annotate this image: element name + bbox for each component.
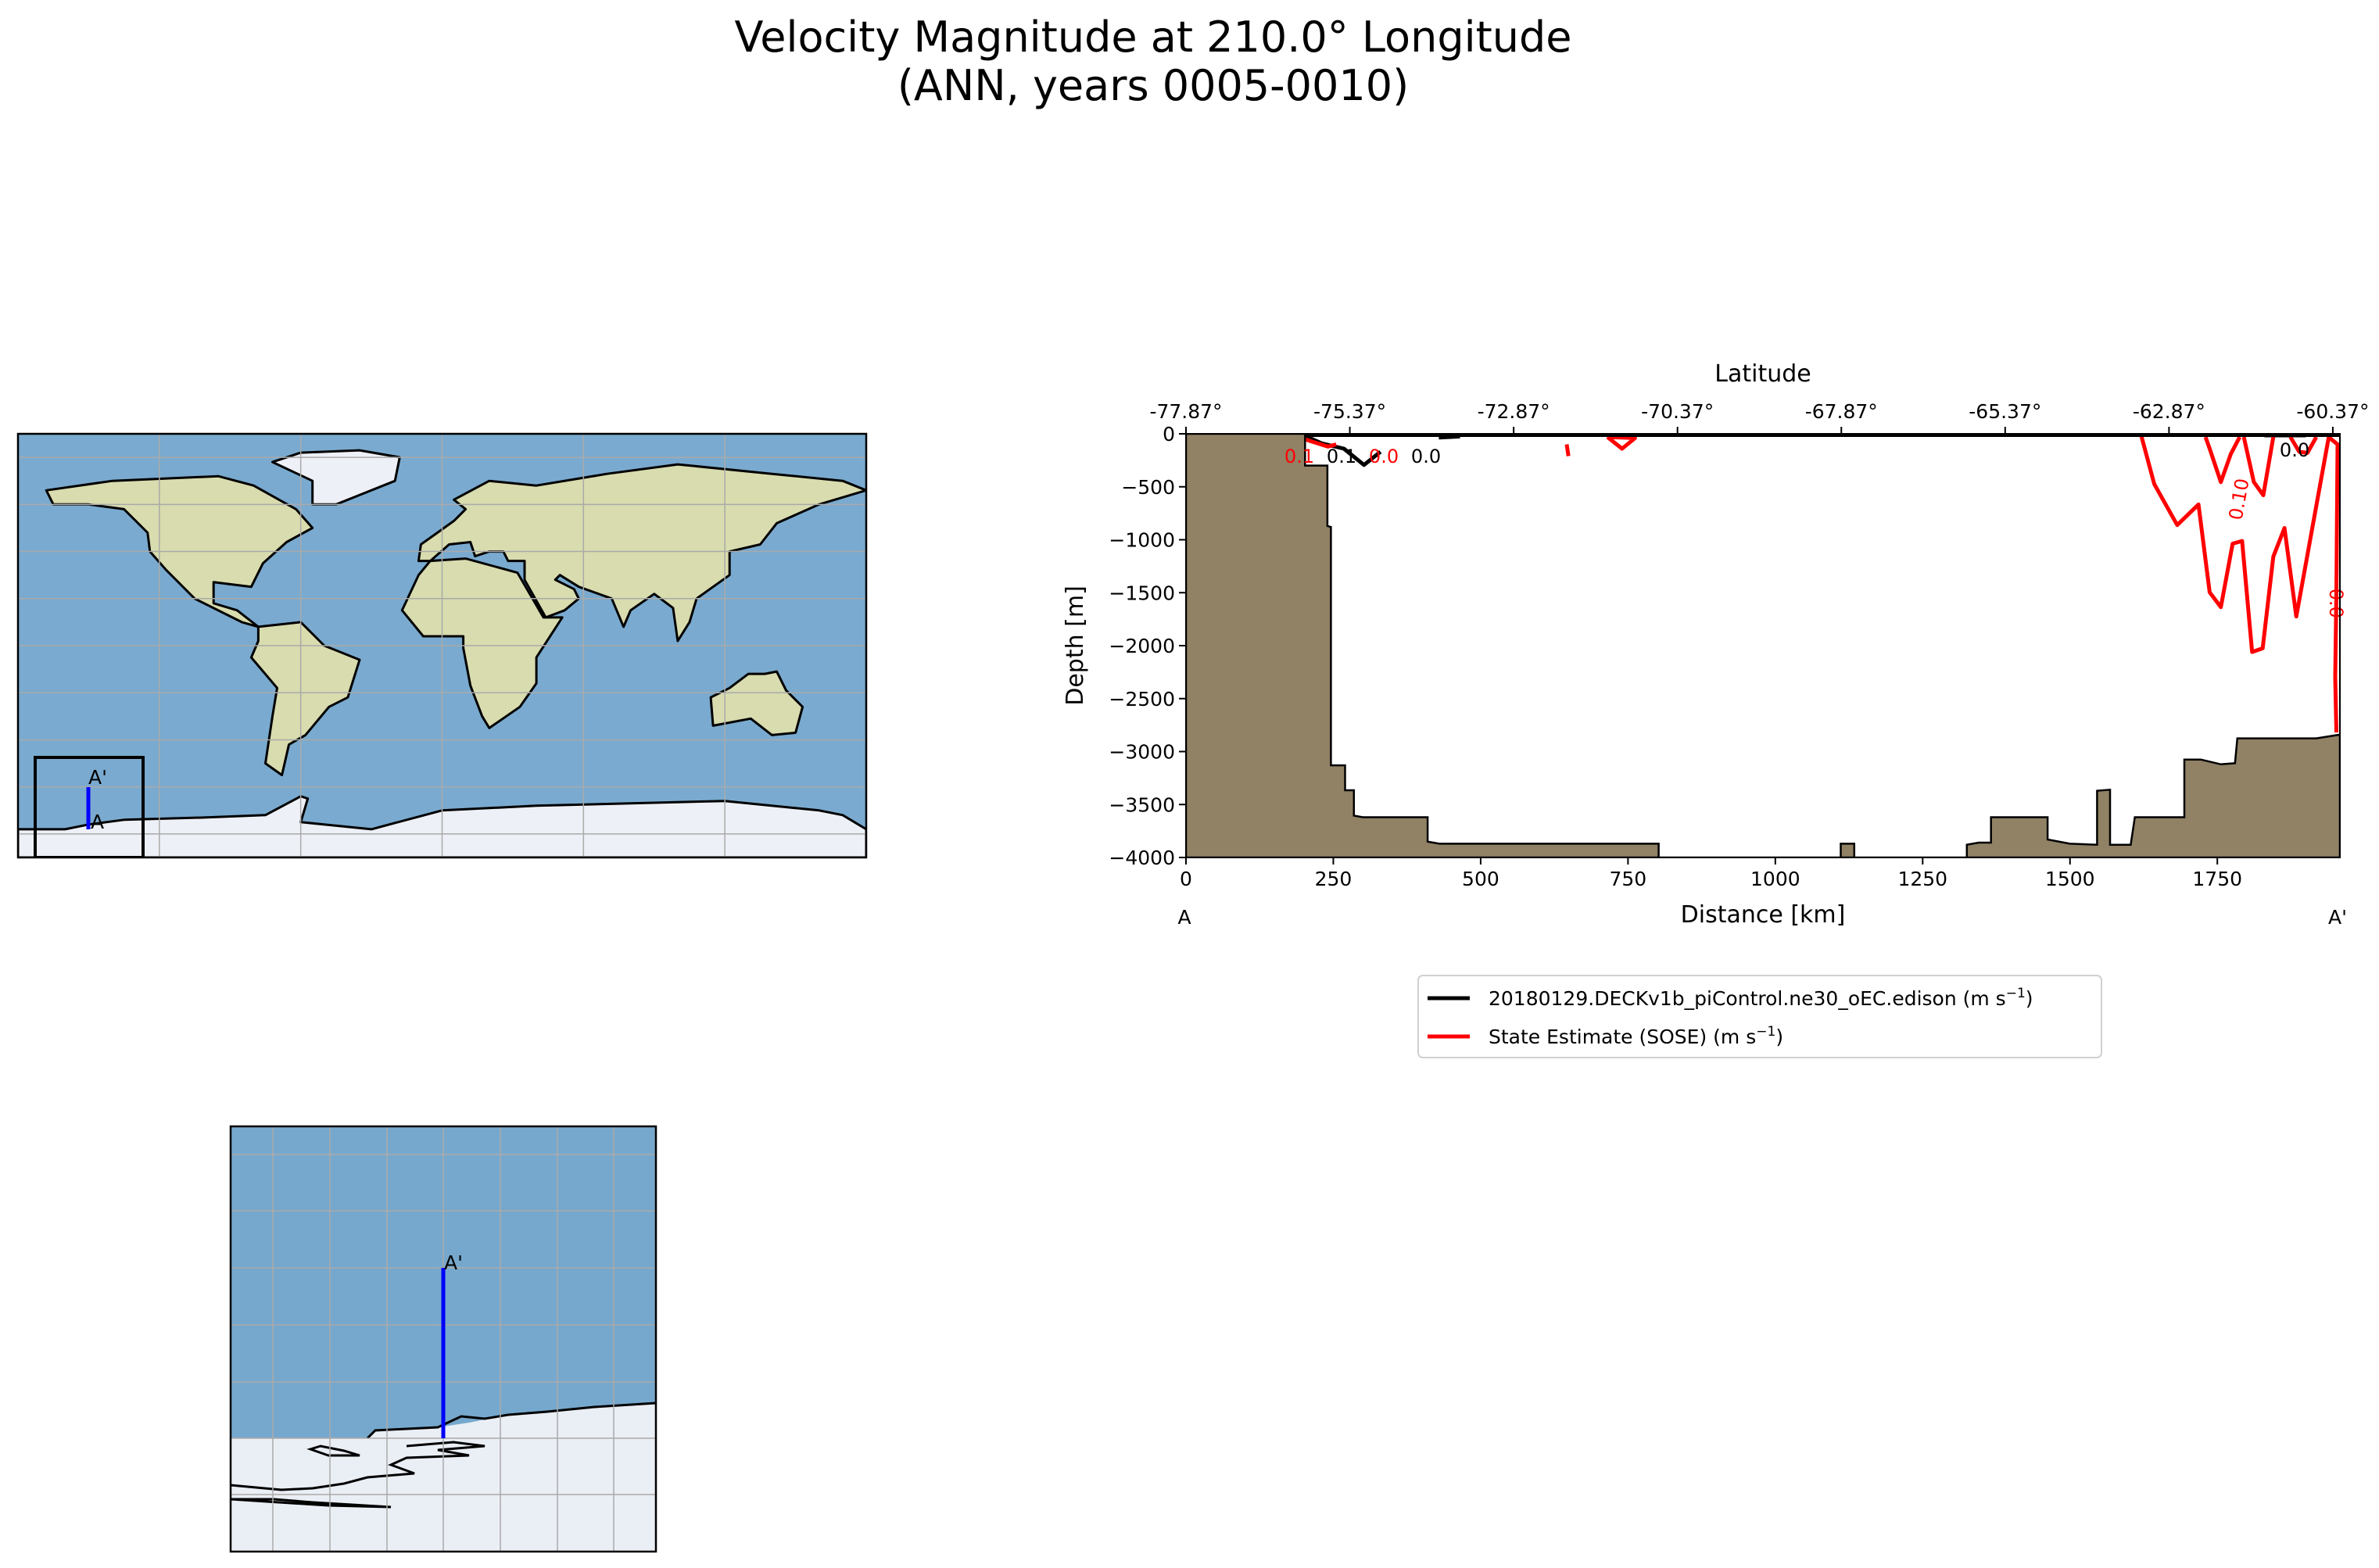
contour-label: 0.0 [2280,439,2309,461]
y-tick-label: −4000 [1109,847,1175,869]
inset-map: A' [229,1125,657,1553]
contour-label: 0.10 [2225,477,2254,521]
x-tick-label: 0 [1180,868,1192,890]
top-x-tick-label: -75.37° [1313,400,1386,423]
section-start-label: A [1177,906,1191,929]
section-end-label: A' [444,1251,463,1274]
contour-label: 0.1 [1327,446,1356,467]
inset-map-frame [229,1125,657,1553]
south-america-landmass [249,621,361,777]
x-tick-label: 1000 [1750,868,1800,890]
figure-title-line1: Velocity Magnitude at 210.0° Longitude [734,13,1571,62]
world-map-frame [16,432,868,859]
top-x-tick-label: -60.37° [2296,400,2369,423]
world-map: A' A [16,432,868,859]
top-x-tick-label: -62.87° [2133,400,2205,423]
y-tick-label: −1000 [1109,529,1175,552]
x-tick-label: 750 [1610,868,1647,890]
contour-label: 0.1 [1284,446,1314,467]
contour-layer [1295,434,2340,733]
contour-line [2203,435,2242,485]
y-tick-label: −1500 [1109,582,1175,604]
greenland-landmass [271,449,401,506]
legend-box [1417,975,2102,1058]
contour-line [1564,444,1571,456]
x-tick-label: 1750 [2192,868,2242,890]
australia-landmass [709,670,804,736]
coastline [231,1441,485,1491]
section-end-label: A' [2328,906,2347,929]
section-plot: 0.1 0.0 0.0 0.1 0.0 0.10 0.0 0 250 500 750 1000 125… [1062,360,2370,929]
top-x-tick-label: -65.37° [1969,400,2041,423]
x-tick-label: 1250 [1897,868,1947,890]
y-axis-label: Depth [m] [1062,585,1089,706]
top-x-tick-label: -77.87° [1149,400,1222,423]
contour-label: 0.0 [1369,446,1399,467]
legend: 20180129.DECKv1b_piControl.ne30_oEC.edis… [1417,975,2102,1058]
bathymetry [1186,434,2340,857]
y-tick-label: 0 [1163,423,1175,446]
contour-label: 0.0 [1411,446,1441,467]
contour-line [2288,435,2318,455]
top-x-tick-label: -72.87° [1478,400,1550,423]
y-tick-label: −2500 [1109,688,1175,711]
top-x-tick-label: -67.87° [1805,400,1878,423]
contour-line [2241,436,2276,498]
coastline [366,1402,656,1440]
x-tick-label: 250 [1315,868,1353,890]
x-tick-label: 1500 [2045,868,2095,890]
x-tick-label: 500 [1462,868,1499,890]
top-x-tick-label: -70.37° [1641,400,1714,423]
y-tick-label: −3000 [1109,741,1175,764]
y-tick-label: −2000 [1109,635,1175,657]
plot-frame [1185,433,2341,858]
top-x-axis-label: Latitude [1714,360,1811,388]
coastline [231,1498,392,1509]
axes: 0 250 500 750 1000 1250 1500 1750 0 −500 −1000 −150… [1109,400,2369,890]
x-axis-label: Distance [km] [1681,901,1846,929]
contour-line [2139,435,2340,733]
coastline [306,1444,360,1457]
figure-title-line2: (ANN, years 0005-0010) [897,61,1409,110]
section-end-label: A' [88,766,107,789]
map-gridlines [18,434,866,857]
legend-label-sose: State Estimate (SOSE) (m s−1) [1489,1024,1783,1048]
y-tick-label: −500 [1121,476,1175,499]
y-tick-label: −3500 [1109,793,1175,816]
contour-labels: 0.1 0.0 0.0 0.1 0.0 0.10 0.0 [1284,439,2347,618]
section-start-label: A [91,811,104,833]
inset-extent-box [34,756,145,857]
contour-line [1606,435,1637,451]
eurasia-landmass [417,463,866,643]
legend-label-model: 20180129.DECKv1b_piControl.ne30_oEC.edis… [1489,986,2033,1010]
contour-label: 0.0 [2325,589,2347,618]
